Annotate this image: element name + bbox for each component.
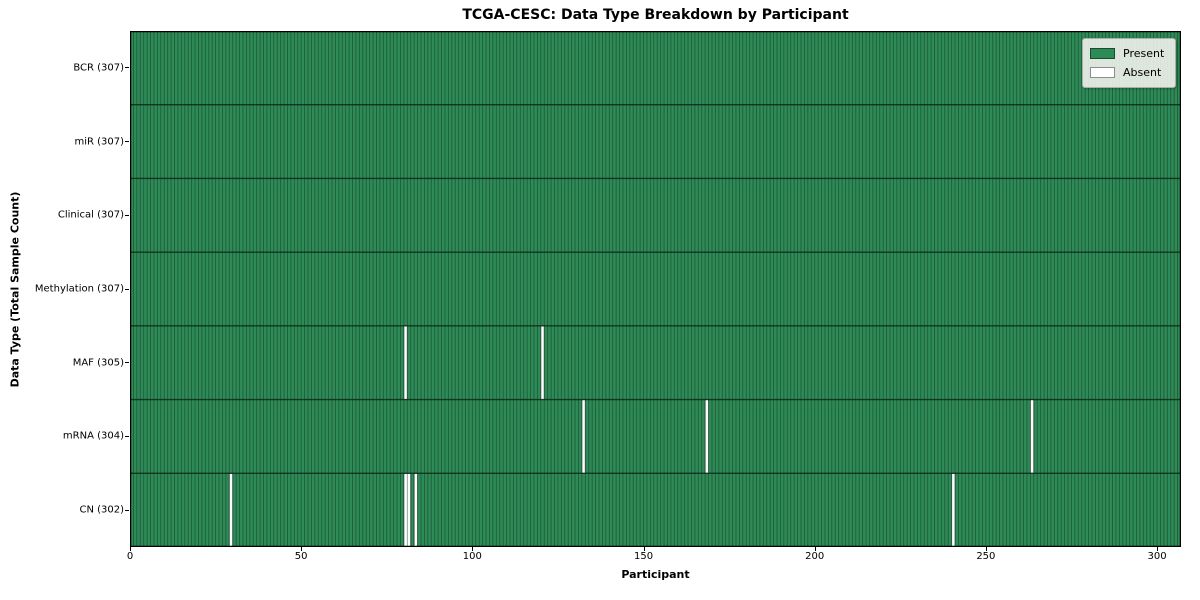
y-tick-mark xyxy=(125,141,129,143)
y-tick-mark xyxy=(125,288,129,290)
legend-item-present: Present xyxy=(1090,44,1168,63)
absent-swatch-icon xyxy=(1090,67,1115,78)
legend-label-present: Present xyxy=(1123,47,1165,60)
x-tick-label: 0 xyxy=(126,551,134,562)
present-swatch-icon xyxy=(1090,48,1115,59)
y-tick-mark xyxy=(125,214,129,216)
x-tick-label: 100 xyxy=(462,551,482,562)
x-tick-mark xyxy=(130,547,131,551)
legend-item-absent: Absent xyxy=(1090,63,1168,82)
x-tick-mark xyxy=(814,547,816,551)
x-tick-mark xyxy=(1157,547,1159,551)
x-tick-mark xyxy=(472,547,474,551)
x-tick-label: 150 xyxy=(633,551,654,562)
y-tick-label: miR (307) xyxy=(74,136,124,148)
x-tick-label: 200 xyxy=(805,551,825,562)
absent-cell-mRNA xyxy=(581,399,586,474)
absent-cell-MAF xyxy=(540,325,545,401)
y-tick-label: CN (302) xyxy=(79,504,124,516)
y-tick-label: BCR (307) xyxy=(73,62,124,74)
x-tick-mark xyxy=(985,547,987,551)
absent-cell-mRNA xyxy=(1029,399,1035,474)
y-tick-mark xyxy=(125,67,129,69)
legend-label-absent: Absent xyxy=(1123,66,1162,79)
y-tick-label: Methylation (307) xyxy=(34,283,124,295)
x-axis-label: Participant xyxy=(621,568,690,581)
y-tick-label: Clinical (307) xyxy=(57,209,124,221)
heatmap-grid xyxy=(130,31,1181,547)
x-tick-label: 300 xyxy=(1147,551,1167,562)
absent-cell-MAF xyxy=(403,325,408,401)
chart-title: TCGA-CESC: Data Type Breakdown by Partic… xyxy=(462,7,849,23)
absent-cell-mRNA xyxy=(704,399,710,474)
x-tick-label: 250 xyxy=(976,551,996,562)
plot-area: Present Absent xyxy=(130,31,1181,547)
y-tick-mark xyxy=(125,362,129,364)
y-tick-mark xyxy=(125,509,129,511)
absent-cell-CN xyxy=(228,472,234,547)
absent-cell-CN xyxy=(951,472,956,547)
y-tick-label: mRNA (304) xyxy=(62,430,124,442)
legend: Present Absent xyxy=(1082,38,1176,88)
x-tick-label: 50 xyxy=(294,551,308,562)
x-tick-mark xyxy=(301,547,303,551)
absent-cell-CN xyxy=(413,472,419,547)
y-tick-label: MAF (305) xyxy=(72,357,124,369)
x-tick-mark xyxy=(643,547,645,551)
y-tick-mark xyxy=(125,435,129,437)
